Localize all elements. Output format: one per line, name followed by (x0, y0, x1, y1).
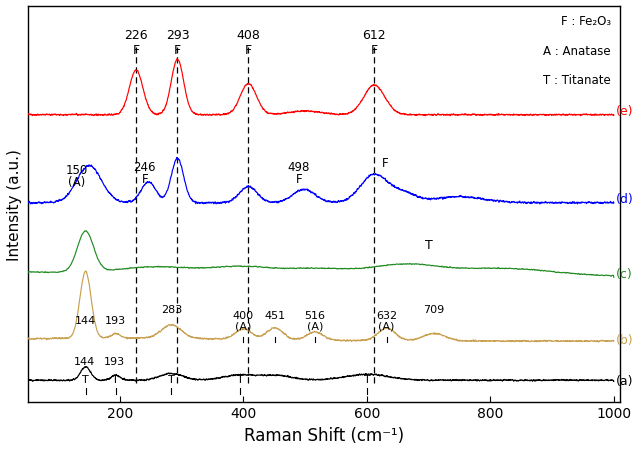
Text: (A): (A) (235, 321, 252, 331)
Text: F: F (174, 44, 181, 57)
Text: 408: 408 (237, 29, 260, 42)
X-axis label: Raman Shift (cm⁻¹): Raman Shift (cm⁻¹) (244, 426, 404, 444)
Text: (A): (A) (307, 321, 323, 331)
Text: 193: 193 (105, 316, 126, 326)
Text: (a): (a) (615, 374, 633, 387)
Text: 150: 150 (66, 164, 88, 177)
Text: 283: 283 (161, 305, 182, 315)
Text: T: T (425, 239, 433, 252)
Text: (A): (A) (378, 321, 395, 331)
Text: A : Anatase: A : Anatase (544, 45, 611, 57)
Text: (A): (A) (68, 175, 85, 189)
Text: 709: 709 (424, 305, 445, 315)
Text: (b): (b) (615, 333, 633, 346)
Text: 246: 246 (133, 161, 156, 174)
Text: 516: 516 (304, 311, 326, 321)
Y-axis label: Intensity (a.u.): Intensity (a.u.) (7, 148, 22, 260)
Text: (c): (c) (615, 267, 633, 281)
Text: 632: 632 (376, 311, 397, 321)
Text: 612: 612 (363, 29, 386, 42)
Text: T: T (363, 374, 370, 384)
Text: T: T (168, 374, 174, 384)
Text: T: T (237, 374, 244, 384)
Text: 293: 293 (165, 29, 189, 42)
Text: F: F (370, 44, 378, 57)
Text: 400: 400 (233, 311, 254, 321)
Text: 144: 144 (75, 316, 96, 326)
Text: (d): (d) (615, 192, 633, 205)
Text: (e): (e) (615, 105, 633, 118)
Text: 144: 144 (74, 356, 95, 366)
Text: F : Fe₂O₃: F : Fe₂O₃ (561, 15, 611, 28)
Text: F: F (296, 173, 303, 185)
Text: 193: 193 (104, 356, 125, 366)
Text: F: F (382, 156, 388, 169)
Text: 498: 498 (288, 161, 310, 174)
Text: T: T (82, 374, 89, 384)
Text: T : Titanate: T : Titanate (544, 74, 611, 87)
Text: 226: 226 (124, 29, 148, 42)
Text: F: F (142, 173, 148, 185)
Text: T: T (112, 374, 119, 384)
Text: 451: 451 (264, 311, 285, 321)
Text: F: F (245, 44, 252, 57)
Text: F: F (133, 44, 140, 57)
